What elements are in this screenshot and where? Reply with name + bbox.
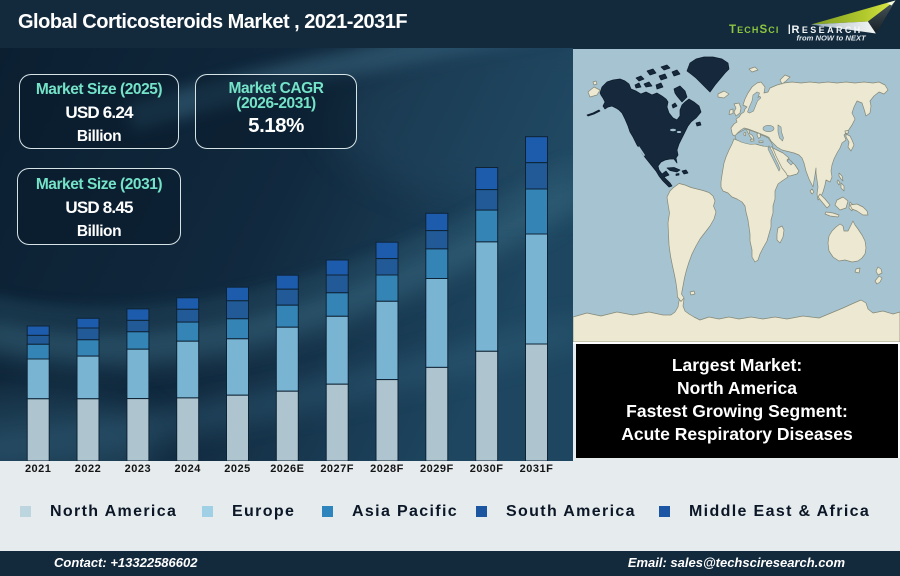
svg-text:TECHSCI: TECHSCI xyxy=(729,24,779,36)
svg-text:from NOW to NEXT: from NOW to NEXT xyxy=(797,34,868,43)
svg-text:RESEARCH: RESEARCH xyxy=(792,24,863,36)
